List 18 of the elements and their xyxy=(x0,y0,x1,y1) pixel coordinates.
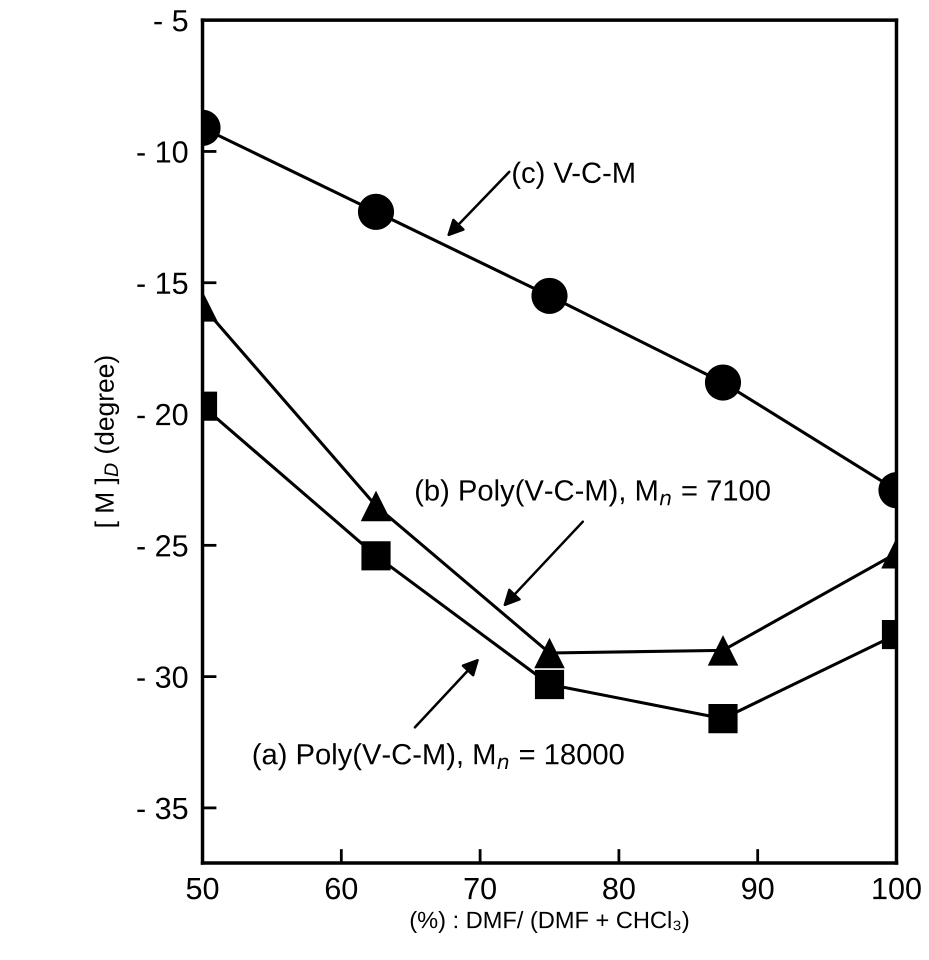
annotation: (b) Poly(V-C-M), M$_{n}$ = 7100 xyxy=(416,479,770,506)
annotation: (a) Poly(V-C-M), M$_{n}$ = 18000 xyxy=(254,743,624,770)
y-tick-label: - 10 xyxy=(137,141,188,163)
annotation: (c) V-C-M xyxy=(513,162,634,189)
x-tick-label: 100 xyxy=(873,878,921,900)
x-tick-label: 60 xyxy=(326,878,358,900)
y-tick-label: - 20 xyxy=(137,404,188,426)
x-tick-label: 50 xyxy=(186,878,218,900)
y-tick-label: - 35 xyxy=(137,798,188,820)
x-tick-label: 70 xyxy=(464,878,496,900)
x-tick-label: 90 xyxy=(742,878,774,900)
y-tick-label: - 30 xyxy=(137,666,188,688)
y-tick-label: - 5 xyxy=(154,10,188,32)
y-tick-label: - 25 xyxy=(137,535,188,557)
x-tick-label: 80 xyxy=(603,878,635,900)
x-axis-title: (%) : DMF/ (DMF + CHCl₃) xyxy=(410,910,688,933)
y-axis-title: [ M ]$_{D}$ (degree) xyxy=(94,356,120,527)
y-tick-label: - 15 xyxy=(137,272,188,294)
